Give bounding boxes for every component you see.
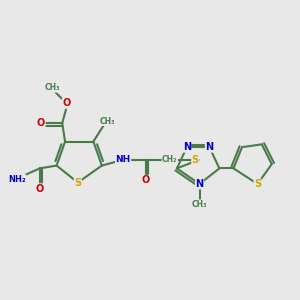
Text: O: O — [37, 118, 45, 128]
Text: S: S — [254, 179, 261, 189]
Text: CH₃: CH₃ — [100, 117, 115, 126]
Text: N: N — [206, 142, 214, 152]
Text: CH₃: CH₃ — [192, 200, 207, 209]
Text: N: N — [183, 142, 191, 152]
Text: S: S — [192, 155, 199, 165]
Text: NH: NH — [116, 155, 131, 164]
Text: O: O — [35, 184, 44, 194]
Text: NH₂: NH₂ — [8, 175, 26, 184]
Text: O: O — [62, 98, 70, 108]
Text: N: N — [196, 179, 204, 189]
Text: O: O — [142, 175, 150, 185]
Text: CH₃: CH₃ — [45, 83, 60, 92]
Text: CH₂: CH₂ — [162, 155, 178, 164]
Text: S: S — [74, 178, 81, 188]
